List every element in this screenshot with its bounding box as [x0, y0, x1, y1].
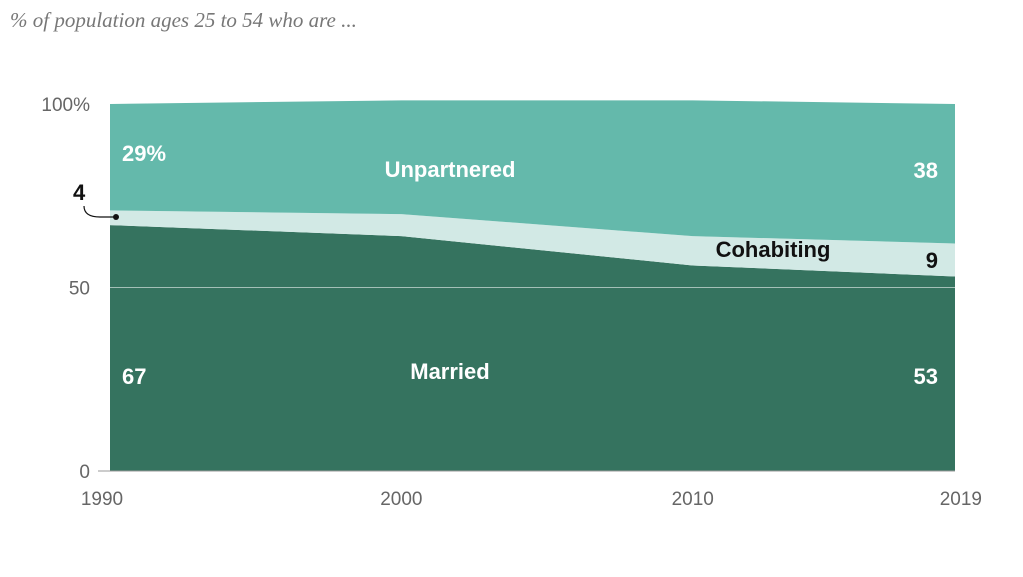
chart-subtitle: % of population ages 25 to 54 who are ..… [10, 8, 357, 32]
x-tick-label-1990: 1990 [81, 489, 123, 510]
unpartnered-label: Unpartnered [385, 157, 516, 182]
area-unpartnered [110, 100, 955, 244]
series-labels: 29% Unpartnered 38 Cohabiting 9 67 Married 53 [122, 141, 938, 389]
cohabiting-callout: 4 [73, 180, 119, 220]
unpartnered-value-1990: 29% [122, 141, 166, 166]
area-married [110, 225, 955, 471]
x-tick-label-2010: 2010 [672, 489, 714, 510]
cohabiting-value-2019: 9 [926, 248, 938, 273]
y-tick-label-100: 100% [41, 95, 90, 116]
married-label: Married [410, 359, 489, 384]
callout-leader-line [83, 205, 114, 218]
x-tick-label-2019: 2019 [940, 489, 982, 510]
unpartnered-value-2019: 38 [914, 158, 938, 183]
married-value-2019: 53 [914, 364, 938, 389]
callout-dot [113, 214, 119, 220]
cohabiting-label: Cohabiting [716, 237, 831, 262]
area-cohabiting [110, 210, 955, 277]
x-axis-ticks: 1990 2000 2010 2019 [81, 489, 982, 510]
married-value-1990: 67 [122, 364, 146, 389]
y-tick-label-50: 50 [69, 279, 90, 300]
y-axis-ticks: 0 50 100% [41, 95, 90, 483]
x-tick-label-2000: 2000 [380, 489, 422, 510]
area-layers [110, 100, 955, 471]
y-tick-label-0: 0 [79, 462, 90, 483]
cohabiting-value-1990: 4 [73, 180, 86, 205]
